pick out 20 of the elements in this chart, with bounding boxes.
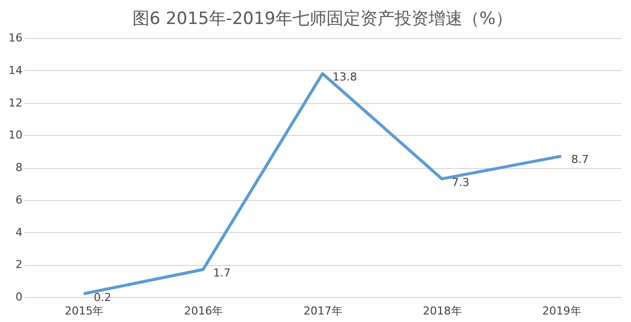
x-tick-label: 2016年: [184, 304, 224, 318]
data-label: 1.7: [213, 266, 231, 280]
data-label: 7.3: [452, 176, 470, 189]
y-tick-label: 10: [8, 128, 22, 142]
x-tick-label: 2015年: [64, 304, 104, 318]
x-tick-label: 2019年: [542, 304, 582, 318]
data-label: 13.8: [332, 70, 357, 84]
y-tick-label: 2: [16, 258, 22, 272]
y-tick-label: 14: [8, 64, 22, 77]
y-tick-label: 6: [16, 193, 22, 206]
chart-title: 图6 2015年-2019年七师固定资产投资增速（%）: [132, 9, 513, 29]
y-tick-label: 8: [16, 161, 22, 174]
y-tick-label: 4: [16, 226, 22, 239]
y-tick-label: 12: [8, 96, 22, 110]
x-tick-label: 2017年: [304, 304, 342, 318]
y-tick-label: 0: [16, 290, 22, 304]
data-label: 8.7: [571, 153, 589, 166]
data-label: 0.2: [94, 290, 112, 304]
y-tick-label: 16: [8, 32, 22, 44]
x-tick-label: 2018年: [422, 304, 462, 318]
